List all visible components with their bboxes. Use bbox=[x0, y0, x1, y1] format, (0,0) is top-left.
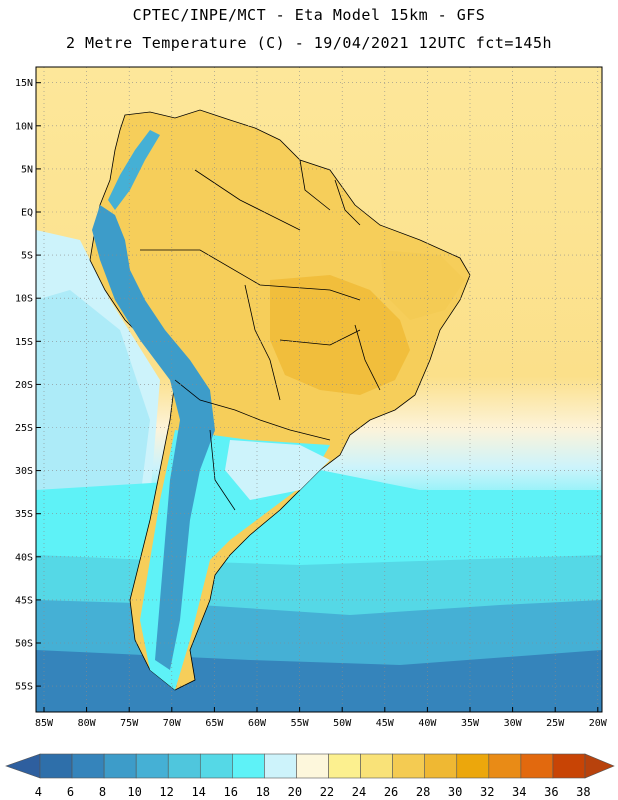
lon-tick-label: 80W bbox=[78, 718, 97, 729]
lat-tick-label: EQ bbox=[21, 208, 33, 219]
lon-tick-label: 85W bbox=[35, 718, 54, 729]
colorbar-label: 26 bbox=[384, 785, 398, 799]
colorbar-label: 10 bbox=[127, 785, 141, 799]
lon-tick-label: 20W bbox=[589, 718, 608, 729]
colorbar-swatch bbox=[135, 753, 169, 779]
lon-tick-label: 50W bbox=[333, 718, 352, 729]
colorbar-label: 16 bbox=[224, 785, 238, 799]
lon-tick-label: 70W bbox=[163, 718, 182, 729]
colorbar-swatch bbox=[520, 753, 554, 779]
interior-hot-zone bbox=[270, 275, 410, 395]
pacific-cold-region bbox=[36, 290, 150, 500]
colorbar-swatch bbox=[424, 753, 458, 779]
colorbar-swatch bbox=[71, 753, 105, 779]
lon-tick-label: 35W bbox=[461, 718, 480, 729]
latitude-axis: 15N 10N 5N EQ 5S 10S 15S 20S 25S 30S 35S 40S 45S 50S 5… bbox=[15, 78, 41, 693]
colorbar-swatch bbox=[103, 753, 137, 779]
lat-tick-label: 20S bbox=[15, 380, 33, 391]
lat-tick-label: 10S bbox=[15, 294, 33, 305]
colorbar-label: 28 bbox=[416, 785, 430, 799]
colorbar-label: 22 bbox=[320, 785, 334, 799]
colorbar-label: 38 bbox=[576, 785, 590, 799]
andes-cold-ridge bbox=[92, 205, 215, 670]
colorbar-label: 4 bbox=[35, 785, 42, 799]
lon-tick-label: 25W bbox=[546, 718, 565, 729]
colorbar-label: 6 bbox=[67, 785, 74, 799]
lat-tick-label: 50S bbox=[15, 639, 33, 650]
colorbar-label: 12 bbox=[159, 785, 173, 799]
colorbar-label: 36 bbox=[544, 785, 558, 799]
longitude-axis: 85W 80W 75W 70W 65W 60W 55W 50W 45W 40W 35W 30W 25W 2… bbox=[35, 707, 608, 729]
country-borders bbox=[140, 159, 381, 511]
colorbar-swatch bbox=[199, 753, 233, 779]
map-field bbox=[36, 67, 602, 712]
colorbar-swatch bbox=[488, 753, 522, 779]
colorbar-swatch bbox=[328, 753, 361, 779]
lat-tick-label: 15N bbox=[15, 78, 33, 89]
lon-tick-label: 40W bbox=[418, 718, 437, 729]
lat-tick-label: 40S bbox=[15, 552, 33, 563]
colorbar-left-arrow bbox=[5, 753, 41, 779]
lat-tick-label: 45S bbox=[15, 595, 33, 606]
colorbar-swatch bbox=[456, 753, 490, 779]
lat-tick-label: 5S bbox=[21, 251, 33, 262]
colorbar-label: 32 bbox=[480, 785, 494, 799]
lat-tick-label: 55S bbox=[15, 682, 33, 693]
lat-tick-label: 30S bbox=[15, 466, 33, 477]
lat-tick-label: 35S bbox=[15, 509, 33, 520]
lat-tick-label: 5N bbox=[21, 164, 33, 175]
lon-tick-label: 75W bbox=[120, 718, 139, 729]
lat-tick-label: 10N bbox=[15, 121, 33, 132]
colorbar-swatch bbox=[296, 753, 329, 779]
lat-tick-label: 15S bbox=[15, 337, 33, 348]
colorbar-swatch bbox=[360, 753, 393, 779]
colorbar: 4 6 8 10 12 14 16 18 20 22 24 26 28 30 32 34 36 38 bbox=[5, 753, 615, 799]
lat-tick-label: 25S bbox=[15, 423, 33, 434]
colorbar-label: 20 bbox=[288, 785, 302, 799]
lon-tick-label: 60W bbox=[248, 718, 267, 729]
andes-north-ridge bbox=[108, 130, 160, 210]
lon-tick-label: 65W bbox=[205, 718, 224, 729]
northeast-warm-zone bbox=[380, 250, 465, 320]
colorbar-swatch bbox=[552, 753, 586, 779]
colorbar-swatch bbox=[264, 753, 297, 779]
colorbar-label: 8 bbox=[99, 785, 106, 799]
colorbar-label: 24 bbox=[352, 785, 366, 799]
colorbar-right-arrow bbox=[584, 753, 615, 779]
colorbar-swatch bbox=[167, 753, 201, 779]
colorbar-swatch bbox=[392, 753, 426, 779]
lon-tick-label: 30W bbox=[504, 718, 523, 729]
lon-tick-label: 45W bbox=[376, 718, 395, 729]
map-title-line1: CPTEC/INPE/MCT - Eta Model 15km - GFS bbox=[132, 6, 486, 24]
colorbar-label: 14 bbox=[191, 785, 205, 799]
colorbar-swatch bbox=[39, 753, 73, 779]
colorbar-label: 18 bbox=[256, 785, 270, 799]
map-frame bbox=[35, 66, 603, 713]
colorbar-label: 30 bbox=[448, 785, 462, 799]
colorbar-label: 34 bbox=[512, 785, 526, 799]
pampa-mild bbox=[225, 440, 330, 500]
lon-tick-label: 55W bbox=[291, 718, 310, 729]
map-title-line2: 2 Metre Temperature (C) - 19/04/2021 12U… bbox=[65, 34, 553, 52]
colorbar-swatch bbox=[232, 753, 265, 779]
